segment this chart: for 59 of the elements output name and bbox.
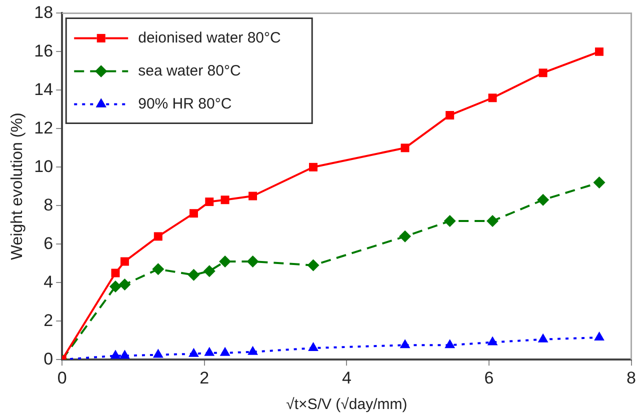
x-tick-label: 2 bbox=[200, 368, 210, 388]
point bbox=[120, 350, 130, 359]
y-tick-label: 4 bbox=[44, 272, 54, 292]
y-tick-label: 12 bbox=[34, 118, 54, 138]
point bbox=[444, 215, 456, 228]
point bbox=[188, 268, 200, 281]
point bbox=[486, 215, 499, 228]
y-axis-title: Weight evolution (%) bbox=[9, 112, 26, 260]
point bbox=[400, 339, 410, 348]
legend-label: sea water 80°C bbox=[138, 62, 241, 80]
point bbox=[248, 346, 258, 355]
x-tick-label: 8 bbox=[626, 368, 636, 388]
x-axis-title: √t×S/V (√day/mm) bbox=[286, 396, 408, 414]
point bbox=[307, 259, 320, 272]
point bbox=[154, 232, 162, 241]
point bbox=[220, 346, 230, 356]
point bbox=[111, 268, 120, 278]
y-tick-label: 18 bbox=[34, 2, 54, 22]
y-tick-label: 14 bbox=[34, 80, 54, 99]
point bbox=[594, 331, 604, 340]
y-tick-label: 6 bbox=[44, 234, 54, 253]
point bbox=[400, 144, 410, 152]
x-tick-label: 4 bbox=[342, 368, 352, 388]
point bbox=[248, 192, 258, 200]
point bbox=[205, 198, 214, 206]
y-tick-label: 16 bbox=[34, 41, 54, 60]
point bbox=[537, 194, 550, 206]
point bbox=[203, 265, 216, 278]
point bbox=[595, 47, 604, 56]
x-tick-label: 0 bbox=[57, 368, 67, 388]
point bbox=[308, 342, 318, 352]
point bbox=[118, 278, 131, 291]
point bbox=[120, 257, 129, 266]
legend-label: deionised water 80°C bbox=[138, 29, 282, 46]
y-tick-label: 8 bbox=[44, 195, 54, 214]
point bbox=[487, 336, 498, 346]
point bbox=[538, 68, 548, 78]
point bbox=[109, 280, 122, 292]
y-tick-label: 10 bbox=[34, 156, 54, 176]
point bbox=[446, 110, 454, 120]
point bbox=[204, 346, 215, 356]
point bbox=[152, 263, 164, 276]
point bbox=[110, 350, 121, 359]
point bbox=[219, 255, 232, 268]
point bbox=[309, 162, 318, 172]
point bbox=[220, 196, 230, 204]
x-tick-label: 6 bbox=[484, 368, 494, 388]
point bbox=[488, 94, 497, 102]
point bbox=[593, 176, 606, 189]
point bbox=[152, 348, 164, 358]
y-tick-label: 2 bbox=[44, 310, 54, 330]
point bbox=[444, 339, 456, 348]
point bbox=[188, 348, 199, 357]
legend-label: 90% HR 80°C bbox=[138, 95, 232, 112]
point bbox=[246, 255, 259, 268]
y-tick-label: 0 bbox=[44, 349, 54, 368]
point bbox=[189, 209, 198, 218]
point bbox=[399, 230, 412, 242]
point bbox=[538, 333, 548, 342]
